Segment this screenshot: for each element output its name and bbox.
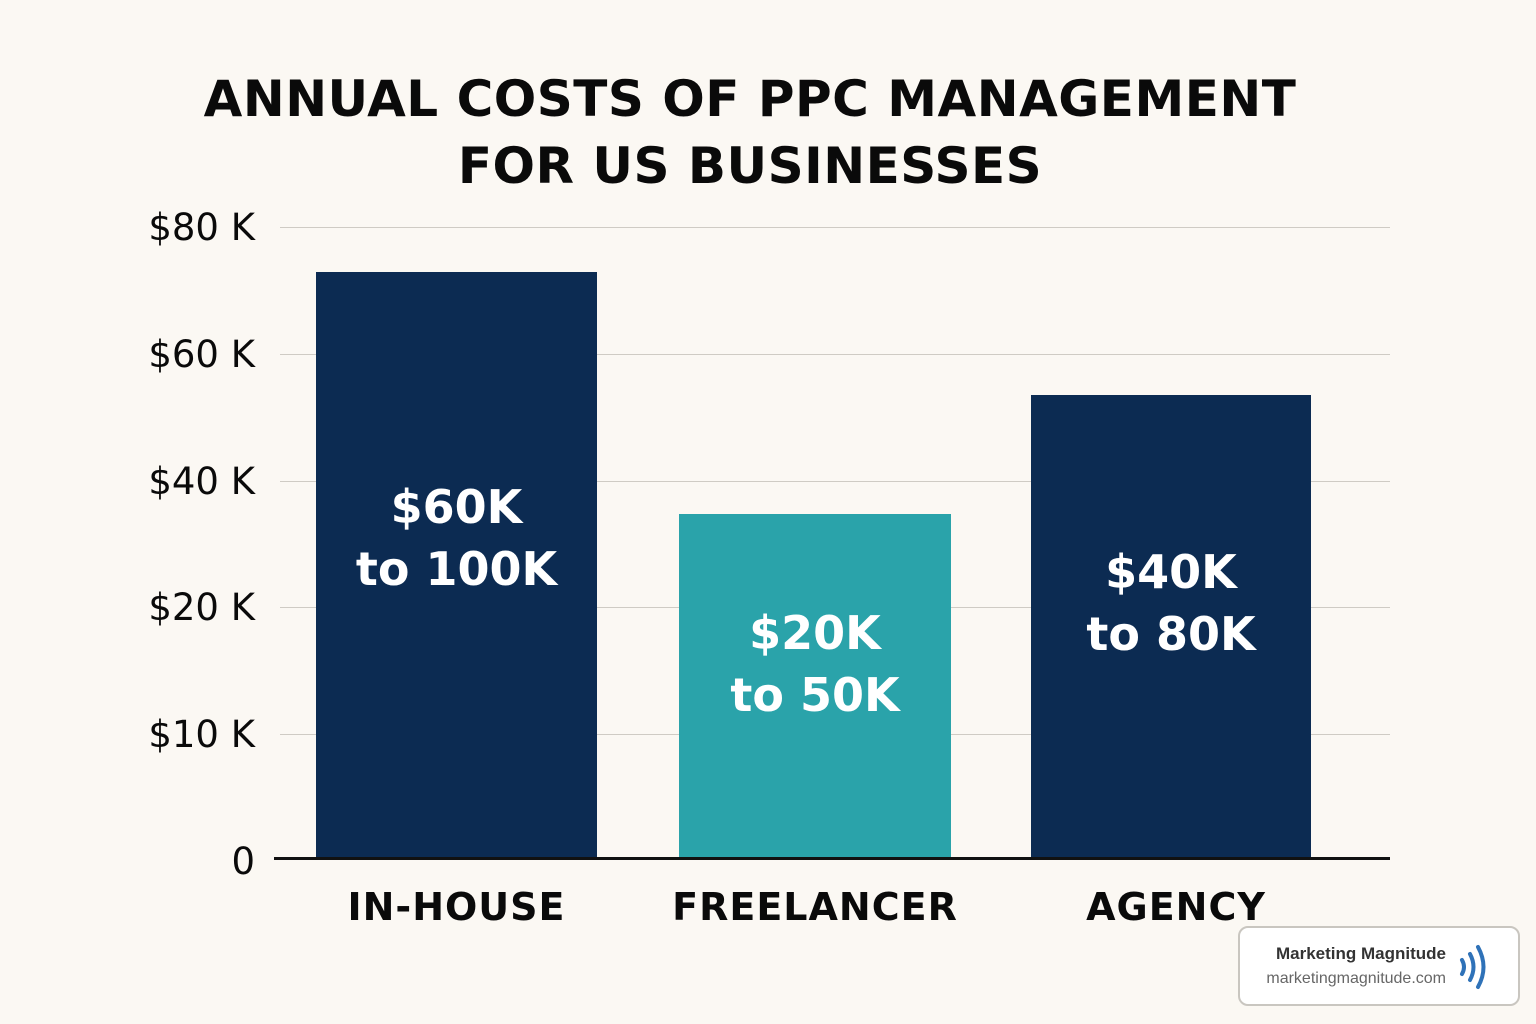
chart-title-line-1: ANNUAL COSTS OF PPC MANAGEMENT <box>203 70 1297 128</box>
y-tick-40k: $40 K <box>148 460 255 503</box>
bar-label-line-2: to 100K <box>355 542 558 596</box>
signal-waves-icon <box>1456 942 1496 996</box>
x-label-agency: AGENCY <box>1086 885 1266 929</box>
y-tick-80k: $80 K <box>148 206 255 249</box>
x-label-in-house: IN-HOUSE <box>347 885 566 929</box>
x-axis-line <box>274 857 1390 860</box>
gridline-60k <box>280 354 1390 355</box>
gridline-80k <box>280 227 1390 228</box>
bar-label-line-1: $20K <box>749 606 881 660</box>
bar-label-line-1: $60K <box>390 480 523 534</box>
bar-in-house: $60K to 100K <box>316 272 597 860</box>
bar-agency: $40K to 80K <box>1031 395 1311 860</box>
y-tick-10k: $10 K <box>148 713 255 756</box>
x-label-freelancer: FREELANCER <box>672 885 958 929</box>
brand-name: Marketing Magnitude <box>1275 944 1446 963</box>
bar-label-line-1: $40K <box>1105 545 1237 599</box>
brand-url: marketingmagnitude.com <box>1266 970 1446 987</box>
brand-badge[interactable]: Marketing Magnitude marketingmagnitude.c… <box>1238 926 1520 1006</box>
bar-label-line-2: to 50K <box>730 668 900 722</box>
y-tick-20k: $20 K <box>148 586 255 629</box>
bar-label-line-2: to 80K <box>1086 607 1256 661</box>
gridline-40k <box>280 481 1390 482</box>
y-tick-60k: $60 K <box>148 333 255 376</box>
chart-title-line-2: FOR US BUSINESSES <box>457 137 1043 195</box>
y-tick-0: 0 <box>231 840 255 883</box>
bar-freelancer: $20K to 50K <box>679 514 951 860</box>
